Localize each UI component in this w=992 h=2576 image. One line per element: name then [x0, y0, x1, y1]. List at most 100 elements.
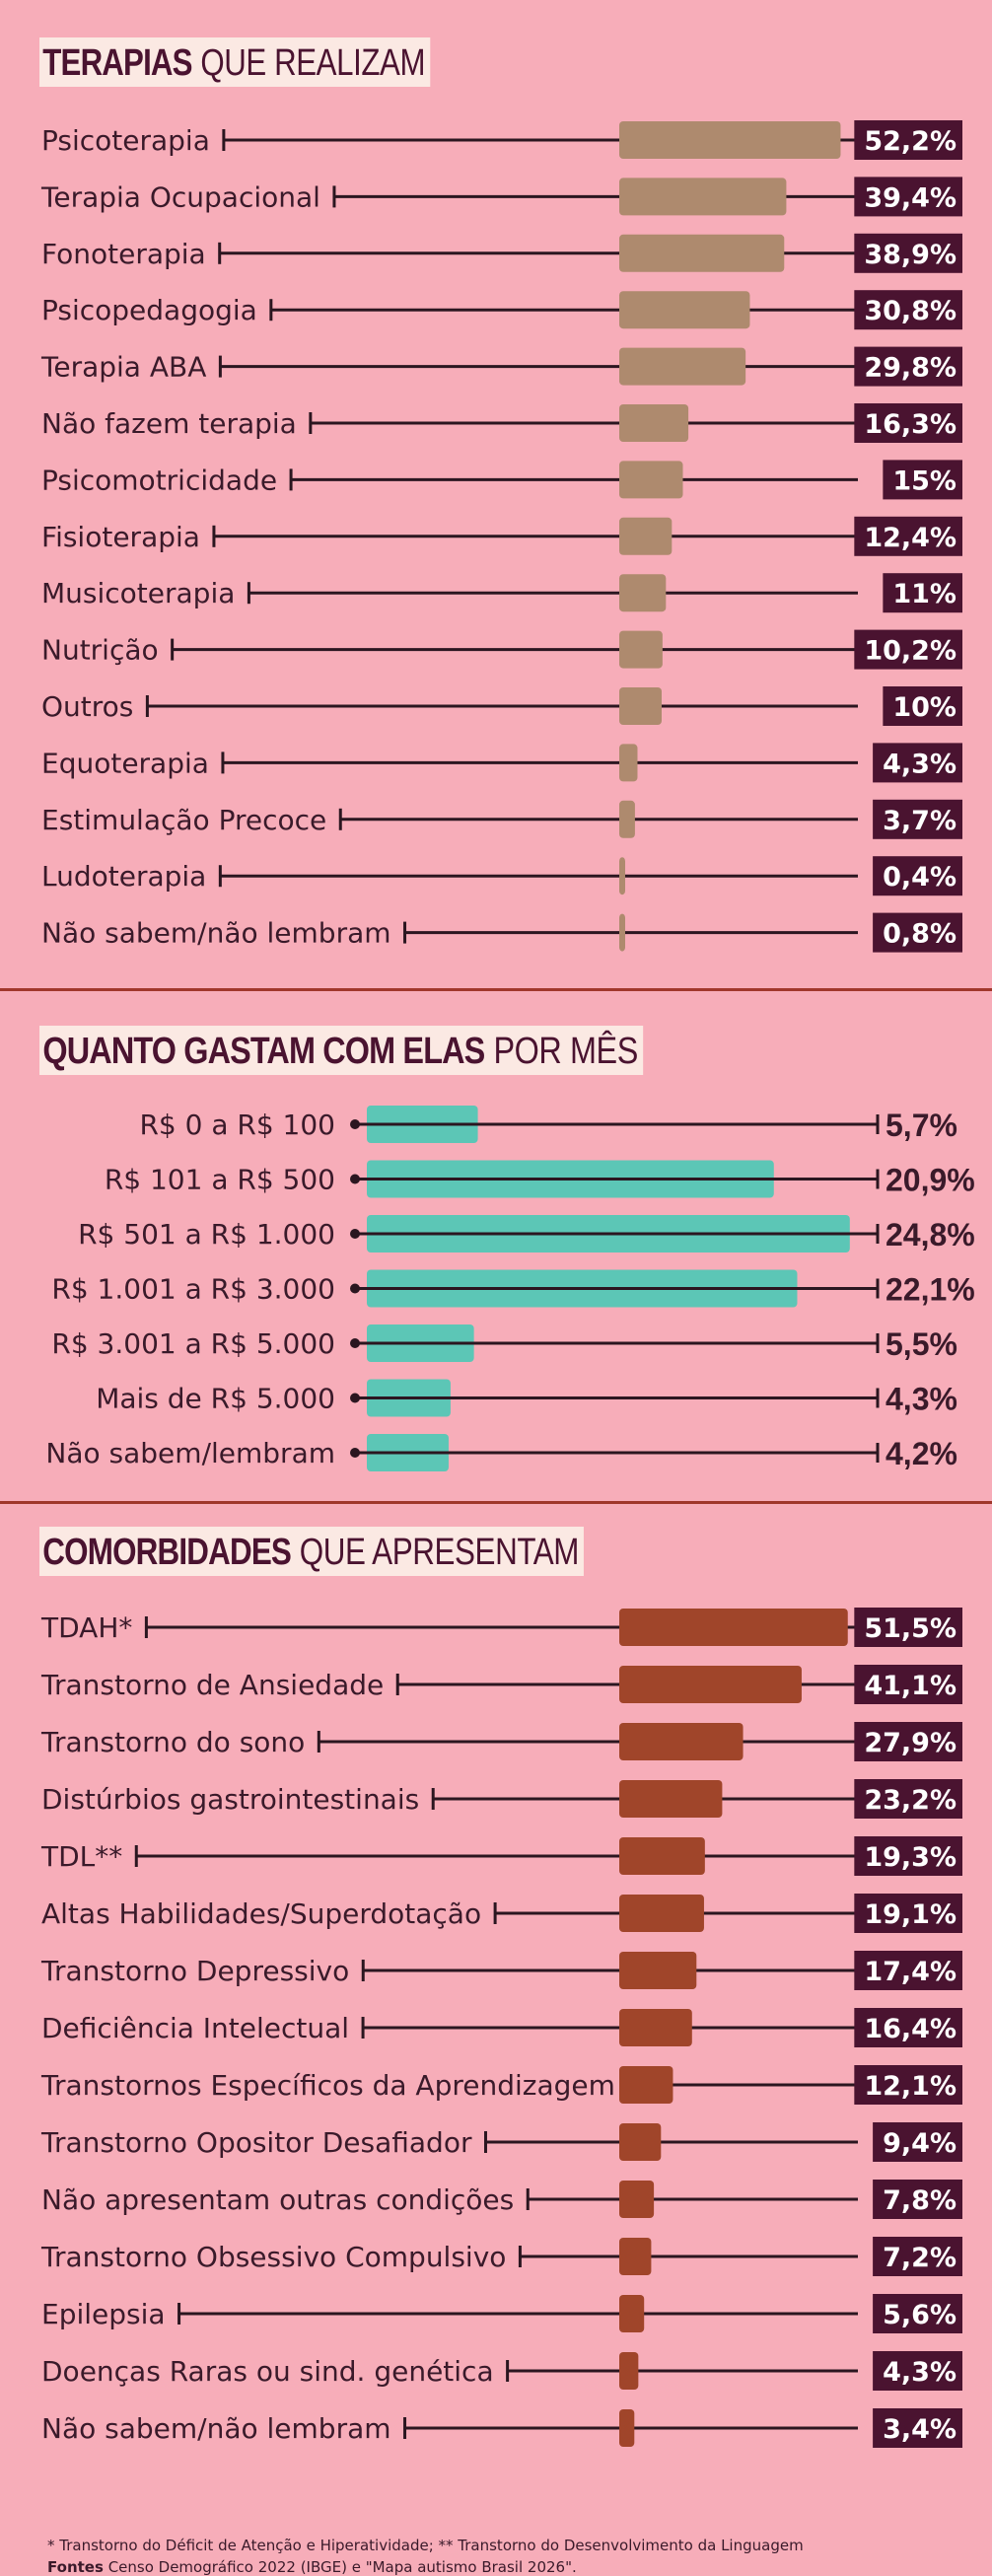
bar [619, 291, 750, 329]
value-box [883, 573, 962, 613]
bar [619, 913, 625, 952]
value-box [854, 290, 962, 330]
value-box [854, 1779, 962, 1819]
value-label: 23,2% [864, 1785, 957, 1816]
value-box [873, 2237, 962, 2276]
value-label: 4,3% [883, 749, 957, 779]
category-label: Transtorno Depressivo [40, 1955, 349, 1987]
value-box [854, 629, 962, 670]
bar [619, 461, 683, 499]
line-dot [350, 1119, 360, 1129]
value-box [854, 1665, 962, 1704]
value-label: 38,9% [864, 240, 957, 270]
category-label: Mais de R$ 5.000 [96, 1383, 335, 1415]
value-label: 10% [892, 692, 957, 723]
category-label: Musicoterapia [41, 577, 235, 609]
value-box [854, 2008, 962, 2047]
value-label: 19,1% [864, 1899, 957, 1930]
category-label: Transtorno de Ansiedade [40, 1669, 384, 1701]
value-label: 10,2% [864, 636, 957, 667]
category-label: Epilepsia [41, 2298, 166, 2330]
category-label: Não fazem terapia [41, 407, 297, 440]
value-label: 11% [892, 579, 957, 609]
category-label: Psicoterapia [41, 124, 210, 157]
value-label: 5,6% [883, 2300, 957, 2330]
value-box [873, 2294, 962, 2333]
value-label: 17,4% [864, 1957, 957, 1987]
value-box [854, 1836, 962, 1876]
therapies-title: TERAPIAS QUE REALIZAM [39, 37, 430, 87]
bar [619, 178, 787, 216]
value-label: 19,3% [864, 1842, 957, 1873]
category-label: R$ 501 a R$ 1.000 [78, 1218, 335, 1251]
category-label: Doenças Raras ou sind. genética [41, 2355, 494, 2388]
spending-title-light: POR MÊS [493, 1031, 638, 1072]
value-label: 9,4% [883, 2128, 957, 2159]
value-label: 4,2% [886, 1436, 957, 1471]
value-box [854, 233, 962, 273]
category-label: Ludoterapia [41, 860, 206, 893]
value-label: 12,1% [864, 2071, 957, 2102]
therapies-title-light: QUE REALIZAM [200, 42, 426, 84]
line-dot [350, 1338, 360, 1348]
category-label: Terapia Ocupacional [40, 180, 320, 213]
bar [619, 800, 635, 838]
value-label: 22,1% [886, 1272, 975, 1308]
spending-chart: R$ 0 a R$ 100 5,7% R$ 101 a R$ 500 20,9% R$ … [45, 1106, 975, 1471]
value-label: 16,4% [864, 2014, 957, 2044]
value-label: 15% [892, 465, 957, 496]
value-label: 5,7% [886, 1108, 957, 1143]
value-box [883, 686, 962, 726]
value-label: 29,8% [864, 353, 957, 384]
bar [619, 2352, 639, 2390]
bar [619, 1952, 697, 1989]
bar [619, 2066, 673, 2104]
bar [619, 1609, 848, 1646]
value-label: 0,8% [883, 919, 957, 950]
bar [619, 2123, 662, 2161]
bar [619, 2181, 655, 2218]
value-box [854, 120, 962, 160]
source-text: Censo Demográfico 2022 (IBGE) e "Mapa au… [107, 2558, 577, 2576]
value-label: 5,5% [886, 1326, 957, 1362]
value-label: 30,8% [864, 296, 957, 326]
category-label: Altas Habilidades/Superdotação [41, 1897, 481, 1930]
bar [619, 2238, 652, 2275]
category-label: R$ 1.001 a R$ 3.000 [51, 1273, 335, 1306]
bar [619, 404, 689, 442]
value-label: 3,7% [883, 806, 957, 836]
bar [619, 347, 746, 386]
bar [619, 744, 638, 782]
category-label: Não apresentam outras condições [41, 2183, 514, 2216]
value-box [854, 1894, 962, 1933]
category-label: Psicopedagogia [41, 294, 257, 326]
value-label: 4,3% [883, 2357, 957, 2388]
value-box [873, 743, 962, 783]
line-dot [350, 1174, 360, 1184]
value-label: 27,9% [864, 1728, 957, 1758]
value-label: 0,4% [883, 862, 957, 893]
category-label: Fisioterapia [41, 521, 200, 553]
value-label: 3,4% [883, 2414, 957, 2445]
category-label: TDL** [40, 1840, 122, 1873]
bar [619, 234, 785, 272]
comorbidities-title: COMORBIDADES QUE APRESENTAM [39, 1527, 584, 1576]
value-label: 16,3% [864, 409, 957, 440]
bar [619, 2409, 635, 2447]
therapies-chart: Psicoterapia 52,2% Terapia Ocupacional 39,4… [40, 120, 962, 953]
comorbidities-title-bold: COMORBIDADES [42, 1532, 292, 1573]
category-label: Transtorno Obsessivo Compulsivo [40, 2241, 506, 2273]
category-label: TDAH* [40, 1611, 132, 1644]
value-box [854, 2065, 962, 2105]
category-label: Transtornos Específicos da Aprendizagem [40, 2069, 615, 2102]
bar [619, 687, 662, 725]
category-label: Psicomotricidade [41, 464, 277, 496]
comorbidities-chart: TDAH* 51,5% Transtorno de Ansiedade 41,1% Tr… [40, 1608, 962, 2448]
value-label: 39,4% [864, 182, 957, 213]
spending-title: QUANTO GASTAM COM ELAS POR MÊS [39, 1026, 643, 1075]
category-label: Deficiência Intelectual [41, 2012, 349, 2044]
value-box [873, 2122, 962, 2162]
category-label: Transtorno do sono [40, 1726, 305, 1758]
category-label: Outros [41, 690, 133, 723]
value-box [854, 177, 962, 217]
